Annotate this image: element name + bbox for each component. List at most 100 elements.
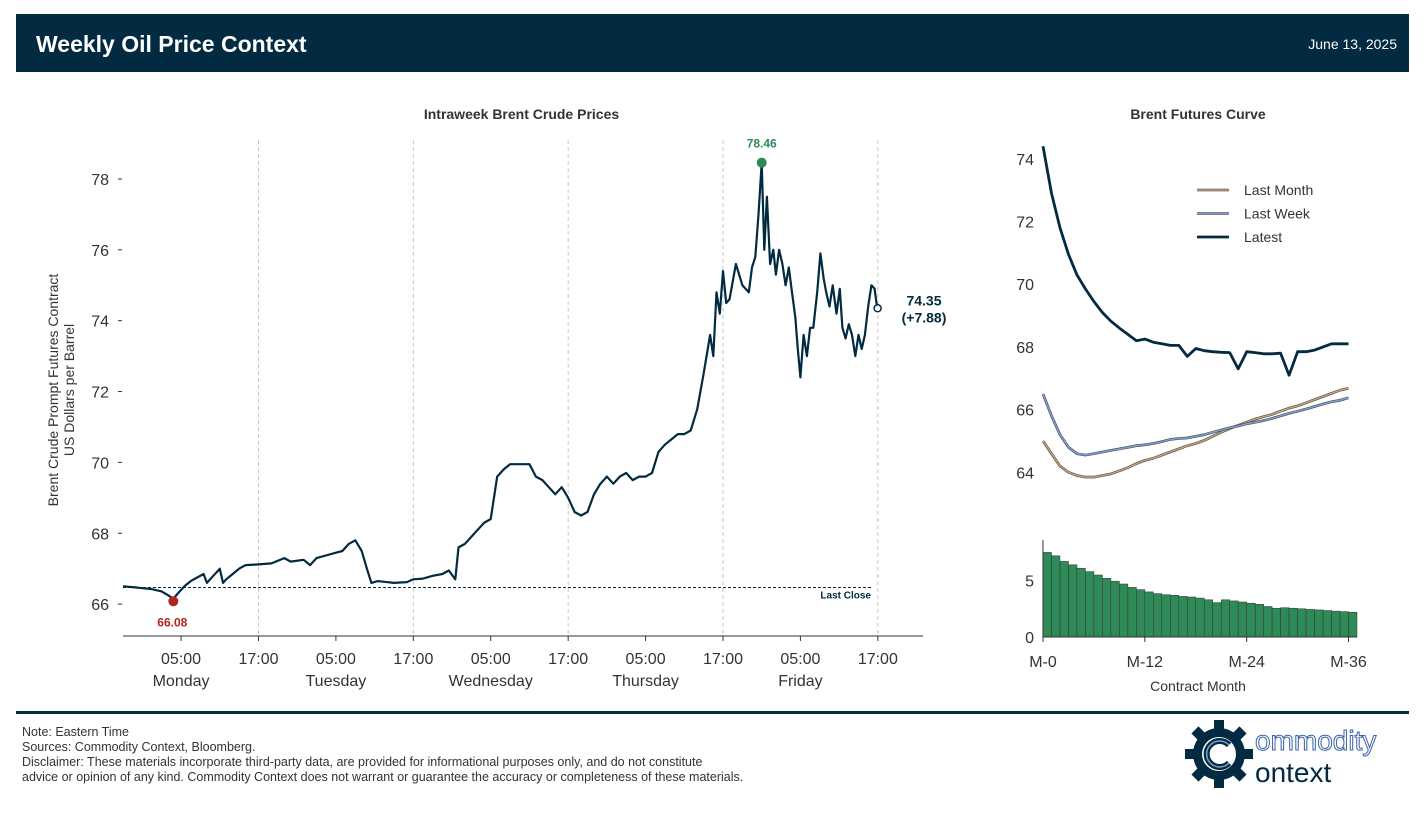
footer-sources: Sources: Commodity Context, Bloomberg. [22, 740, 256, 754]
spread-bar [1297, 608, 1307, 638]
footer-divider [16, 711, 1409, 714]
latest-value-label: 74.35 [906, 292, 941, 308]
x-tick-label: 05:00 [316, 651, 356, 668]
curve-line-last-month [1042, 387, 1349, 478]
spread-bar [1144, 591, 1154, 638]
day-label: Thursday [612, 673, 679, 690]
curve-line-latest [1041, 146, 1349, 377]
curve-y-tick-label: 72 [1016, 215, 1034, 232]
spread-bar [1339, 611, 1349, 638]
chart-title: Intraweek Brent Crude Prices [424, 106, 620, 122]
latest-marker [873, 304, 882, 313]
low-label: 66.08 [157, 615, 187, 629]
x-tick-label: 17:00 [238, 651, 278, 668]
day-label: Monday [153, 673, 210, 690]
curve-x-tick-label: M-0 [1029, 654, 1057, 671]
curve-y-tick-label: 74 [1016, 152, 1034, 169]
spread-bar [1051, 555, 1061, 638]
spread-bar [1288, 607, 1298, 638]
y-tick-label: 74 [91, 314, 109, 331]
spread-bar [1203, 599, 1213, 638]
commodity-context-logo: ommodity ontext [1185, 720, 1377, 788]
curve-y-tick-label: 66 [1016, 403, 1034, 420]
spread-bar [1136, 589, 1146, 638]
gear-icon [1185, 720, 1253, 788]
y-tick-label: 68 [91, 526, 109, 543]
last-close-label: Last Close [820, 590, 871, 601]
curve-y-tick-label: 68 [1016, 340, 1034, 357]
spread-bar [1042, 552, 1052, 638]
spread-bar [1314, 609, 1324, 638]
y-axis-label-units: US Dollars per Barrel [61, 324, 77, 456]
legend-label: Last Month [1244, 182, 1313, 198]
curve-x-tick-label: M-24 [1228, 654, 1265, 671]
spread-bar [1085, 571, 1095, 638]
spread-bar [1110, 580, 1120, 638]
y-tick-label: 70 [91, 455, 109, 472]
spread-bar [1195, 597, 1205, 638]
curve-x-tick-label: M-36 [1330, 654, 1367, 671]
spread-bar [1246, 602, 1256, 638]
spread-bar [1059, 561, 1069, 638]
legend-label: Latest [1244, 229, 1282, 245]
futures-curve-chart: Brent Futures Curve 64 66 68 70 72 74 Last Mont… [1016, 106, 1367, 694]
bar-y-tick-label: 5 [1025, 574, 1034, 591]
x-tick-label: 17:00 [393, 651, 433, 668]
low-marker [168, 596, 179, 607]
spread-bar [1119, 583, 1129, 638]
footer-notes: Note: Eastern Time Sources: Commodity Co… [22, 725, 922, 785]
spread-bar [1322, 610, 1332, 638]
footer-note: Note: Eastern Time [22, 725, 129, 739]
spread-bar [1305, 609, 1315, 638]
y-tick-label: 66 [91, 597, 109, 614]
logo-text-bottom: ontext [1255, 757, 1331, 788]
y-tick-label: 72 [91, 385, 109, 402]
spread-bar [1237, 601, 1247, 638]
intraweek-price-chart: Intraweek Brent Crude Prices 66 68 70 72 74 76… [45, 106, 946, 690]
spread-bar [1263, 606, 1273, 638]
x-tick-label: 17:00 [703, 651, 743, 668]
spread-bar [1212, 602, 1222, 638]
brent-price-line [122, 161, 879, 600]
spread-bar [1170, 595, 1180, 638]
spread-bar [1161, 594, 1171, 638]
spread-bar [1093, 574, 1103, 638]
spread-bar [1280, 607, 1290, 638]
curve-x-tick-label: M-12 [1127, 654, 1164, 671]
x-tick-label: 05:00 [471, 651, 511, 668]
spread-bar [1102, 578, 1112, 638]
footer-disclaimer-line2: advice or opinion of any kind. Commodity… [22, 770, 744, 784]
spread-bar [1076, 567, 1086, 638]
day-label: Friday [778, 673, 822, 690]
day-label: Tuesday [306, 673, 367, 690]
curve-x-axis-label: Contract Month [1150, 678, 1246, 694]
curve-line-outline [1041, 387, 1349, 479]
legend-label: Last Week [1244, 206, 1311, 222]
spread-bar [1178, 596, 1188, 638]
spread-bar [1331, 610, 1341, 638]
report-date: June 13, 2025 [1308, 36, 1397, 52]
footer-disclaimer-line1: Disclaimer: These materials incorporate … [22, 755, 703, 769]
high-marker [756, 157, 767, 168]
x-tick-label: 05:00 [161, 651, 201, 668]
header-bar: Weekly Oil Price Context June 13, 2025 [16, 14, 1409, 72]
y-axis-label: Brent Crude Prompt Futures Contract [45, 274, 61, 507]
spread-bar [1187, 596, 1197, 638]
y-tick-label: 78 [91, 172, 109, 189]
day-label: Wednesday [449, 673, 533, 690]
x-tick-label: 05:00 [626, 651, 666, 668]
curve-y-tick-label: 70 [1016, 277, 1034, 294]
logo-text-top: ommodity [1255, 725, 1376, 756]
x-tick-label: 05:00 [780, 651, 820, 668]
spread-bar [1254, 604, 1264, 638]
curve-chart-title: Brent Futures Curve [1130, 106, 1266, 122]
x-tick-label: 17:00 [858, 651, 898, 668]
spread-bar [1068, 564, 1078, 638]
x-tick-label: 17:00 [548, 651, 588, 668]
high-label: 78.46 [747, 137, 777, 151]
page-title: Weekly Oil Price Context [36, 31, 307, 57]
curve-line-last-week [1042, 393, 1349, 456]
spread-bar [1271, 607, 1281, 638]
spread-bar [1127, 587, 1137, 638]
curve-y-tick-label: 64 [1016, 465, 1034, 482]
